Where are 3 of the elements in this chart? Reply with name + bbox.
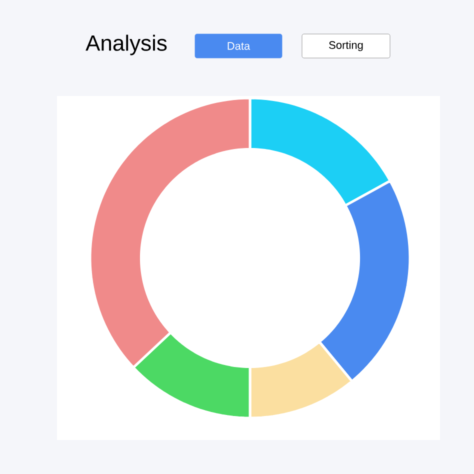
text: Data [228, 42, 250, 50]
text: Sorting [329, 40, 363, 52]
chart-title: Analysis [86, 34, 167, 56]
